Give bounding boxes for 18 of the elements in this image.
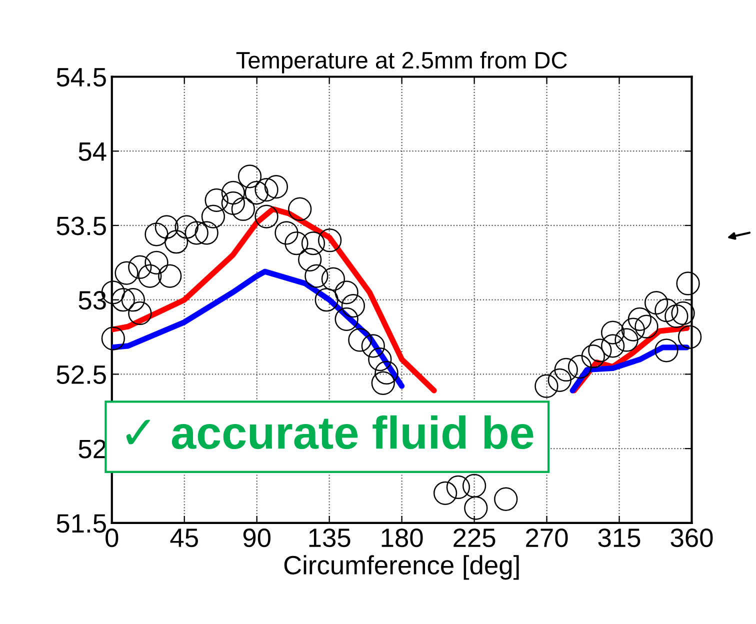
x-tick-label: 315 xyxy=(598,528,640,548)
x-tick-label: 225 xyxy=(454,528,496,548)
y-tick-label: 54.5 xyxy=(56,68,106,87)
x-tick-label: 360 xyxy=(670,528,713,548)
x-tick-label: 0 xyxy=(106,528,118,548)
y-tick-label: 51.5 xyxy=(56,514,106,533)
x-axis-title: Circumference [deg] xyxy=(284,555,519,580)
x-tick-label: 45 xyxy=(170,528,198,548)
chart-title: Temperature at 2.5mm from DC xyxy=(236,51,567,74)
x-tick-label: 90 xyxy=(243,528,270,548)
x-tick-label: 270 xyxy=(526,528,568,548)
y-tick-label: 53.5 xyxy=(56,216,106,236)
annotation: ✓ accurate fluid be xyxy=(126,415,534,450)
y-tick-label: 53 xyxy=(78,290,106,310)
x-tick-label: 135 xyxy=(309,528,350,548)
y-tick-label: 54 xyxy=(78,142,106,161)
x-tick-label: 180 xyxy=(382,528,423,548)
y-tick-label: 52.5 xyxy=(56,365,106,384)
